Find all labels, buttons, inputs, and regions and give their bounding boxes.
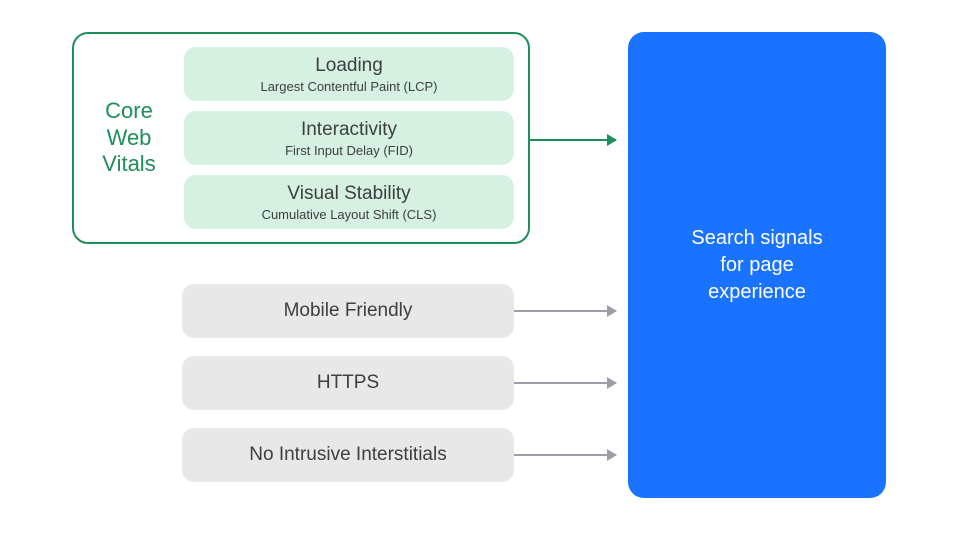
vital-visual-stability: Visual Stability Cumulative Layout Shift… [184,175,514,229]
arrow-interstitials-to-target [514,454,616,456]
signal-https: HTTPS [182,356,514,410]
core-web-vitals-label: CoreWebVitals [74,98,184,177]
vital-interactivity: Interactivity First Input Delay (FID) [184,111,514,165]
vital-subtitle: Largest Contentful Paint (LCP) [194,79,504,94]
vital-subtitle: Cumulative Layout Shift (CLS) [194,207,504,222]
arrow-https-to-target [514,382,616,384]
arrow-mobile-to-target [514,310,616,312]
core-web-vitals-group: CoreWebVitals Loading Largest Contentful… [72,32,530,244]
search-signals-target: Search signalsfor pageexperience [628,32,886,498]
signal-no-intrusive-interstitials: No Intrusive Interstitials [182,428,514,482]
arrow-cwv-to-target [530,139,616,141]
diagram-canvas: { "layout": { "canvas": { "width": 960, … [0,0,960,540]
core-web-vitals-items: Loading Largest Contentful Paint (LCP) I… [184,47,528,229]
vital-subtitle: First Input Delay (FID) [194,143,504,158]
vital-loading: Loading Largest Contentful Paint (LCP) [184,47,514,101]
vital-title: Loading [194,55,504,77]
signal-mobile-friendly: Mobile Friendly [182,284,514,338]
vital-title: Visual Stability [194,183,504,205]
vital-title: Interactivity [194,119,504,141]
